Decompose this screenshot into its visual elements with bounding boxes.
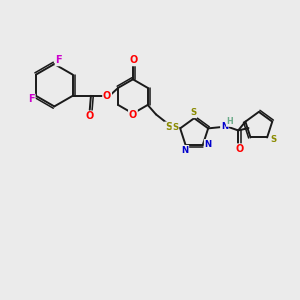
- Text: O: O: [85, 111, 94, 122]
- Text: S: S: [270, 135, 276, 144]
- Text: F: F: [28, 94, 35, 104]
- Text: O: O: [103, 91, 111, 100]
- Text: S: S: [190, 108, 197, 117]
- Text: N: N: [182, 146, 188, 154]
- Text: F: F: [56, 56, 62, 65]
- Text: S: S: [165, 122, 172, 132]
- Text: O: O: [236, 144, 244, 154]
- Text: O: O: [130, 56, 138, 65]
- Text: H: H: [226, 117, 233, 126]
- Text: N: N: [221, 122, 228, 131]
- Text: S: S: [172, 123, 178, 132]
- Text: N: N: [205, 140, 212, 149]
- Text: O: O: [129, 110, 137, 120]
